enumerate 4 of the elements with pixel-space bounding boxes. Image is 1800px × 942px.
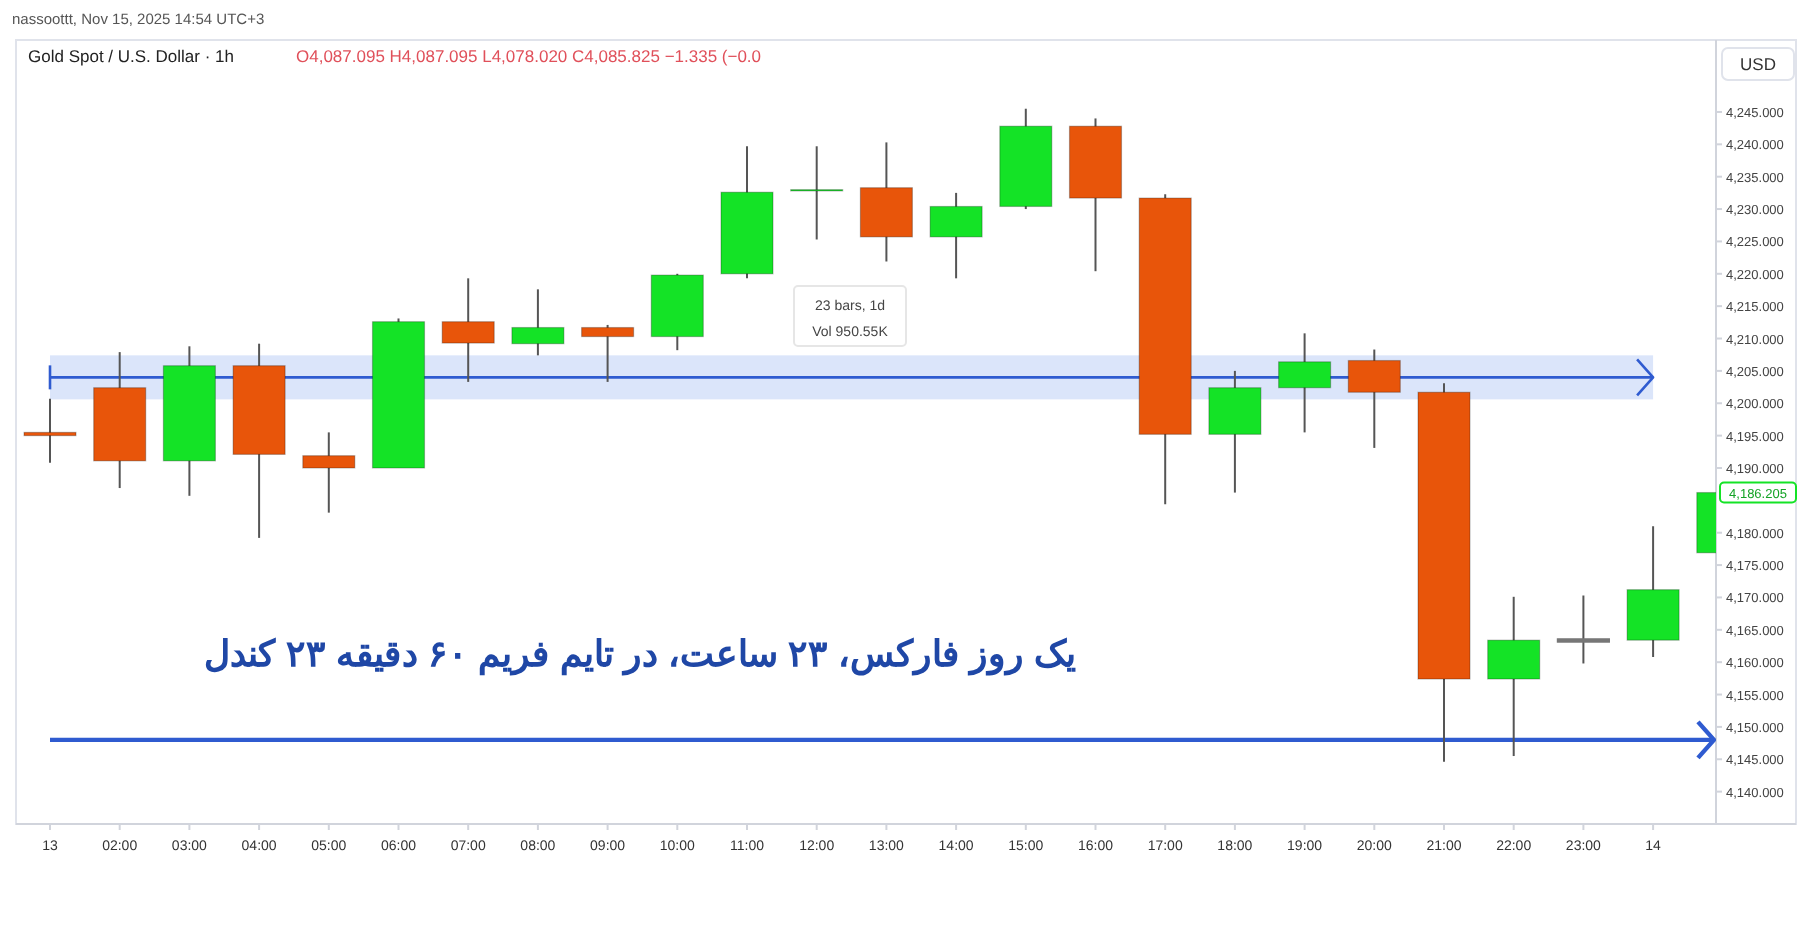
chart-title: Gold Spot / U.S. Dollar · 1h xyxy=(28,46,235,66)
annotation: یک روز فارکس، ۲۳ ساعت، در تایم فریم ۶۰ دقیقه ۲۳ کندل xyxy=(203,634,1077,676)
chart-subtitle: O4,087.095 H4,087.095 L4,078.020 C4,085.825 −1.335 (−0.0 xyxy=(296,46,762,66)
y-axis-title: USD xyxy=(1740,54,1776,74)
